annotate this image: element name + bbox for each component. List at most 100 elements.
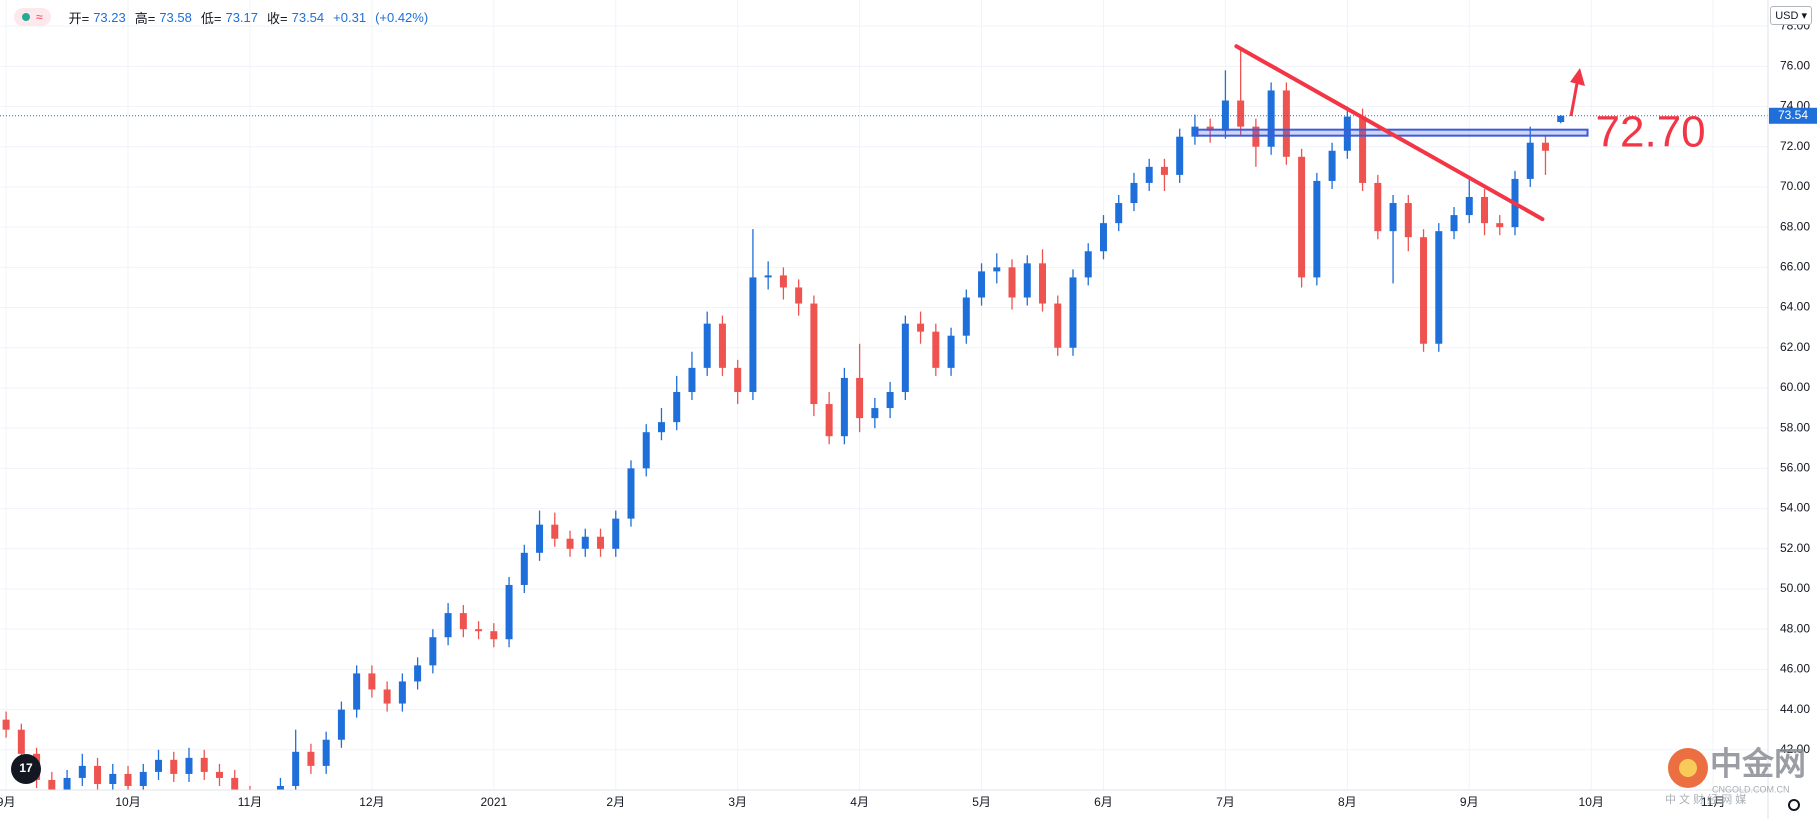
candle-body xyxy=(536,524,544,553)
candle-body xyxy=(1252,126,1260,147)
settings-icon[interactable] xyxy=(1788,799,1800,811)
x-tick-label: 12月 xyxy=(359,795,384,809)
y-tick-label: 50.00 xyxy=(1780,581,1810,595)
low-value: 73.17 xyxy=(225,9,259,25)
candle-body xyxy=(383,689,391,704)
level-label: 72.70 xyxy=(1596,107,1706,156)
last-price-tag xyxy=(1769,107,1817,124)
watermark-tagline: 中 文 财 经 网 媒 xyxy=(1665,792,1746,806)
candle-body xyxy=(1221,100,1229,131)
high-label: 高= xyxy=(134,10,156,26)
candle-body xyxy=(292,751,300,786)
y-tick-label: 70.00 xyxy=(1780,179,1810,193)
candle-body xyxy=(932,331,940,368)
candle-body xyxy=(1496,223,1504,228)
svg-text:17: 17 xyxy=(19,761,33,775)
candle-body xyxy=(703,323,711,368)
y-tick-label: 46.00 xyxy=(1780,662,1810,676)
candle-body xyxy=(779,275,787,288)
candle-body xyxy=(1084,251,1092,278)
candle-body xyxy=(1343,116,1351,151)
candle-body xyxy=(353,673,361,710)
arrow-head xyxy=(1570,68,1585,86)
x-tick-label: 2月 xyxy=(606,795,625,809)
candle-body xyxy=(78,765,86,778)
candle-body xyxy=(901,323,909,392)
candle-body xyxy=(17,729,25,754)
arrow-shaft xyxy=(1569,77,1580,117)
candle-body xyxy=(1526,142,1534,179)
candle-body xyxy=(1282,90,1290,157)
candle-body xyxy=(1008,267,1016,298)
candle-body xyxy=(1206,126,1214,131)
candle-body xyxy=(1481,196,1489,224)
y-tick-label: 42.00 xyxy=(1780,742,1810,756)
candle-body xyxy=(1389,203,1397,232)
candle-body xyxy=(581,536,589,549)
candle-body xyxy=(825,404,833,437)
candle-body xyxy=(1541,142,1549,151)
candle-body xyxy=(962,297,970,336)
candle-body xyxy=(1313,180,1321,278)
candle-body xyxy=(657,422,665,433)
trendline xyxy=(1234,44,1545,222)
currency-button[interactable]: USD ▾ xyxy=(1770,6,1812,25)
y-tick-label: 72.00 xyxy=(1780,139,1810,153)
symbol-pill[interactable]: ≈ xyxy=(14,8,51,26)
x-tick-label: 9月 xyxy=(1460,795,1479,809)
x-tick-label: 3月 xyxy=(728,795,747,809)
y-tick-label: 68.00 xyxy=(1780,219,1810,233)
watermark-site: CNGOLD.COM.CN xyxy=(1712,784,1790,794)
grid xyxy=(0,0,1768,790)
y-tick-label: 56.00 xyxy=(1780,461,1810,475)
y-tick-label: 54.00 xyxy=(1780,501,1810,515)
candle-body xyxy=(1099,223,1107,252)
candle-body xyxy=(1237,100,1245,127)
tv-logo: 17 xyxy=(11,754,41,784)
candle-body xyxy=(490,631,498,640)
candle-body xyxy=(48,779,56,790)
candle-body xyxy=(215,771,223,778)
y-tick-label: 58.00 xyxy=(1780,420,1810,434)
candle-body xyxy=(795,287,803,304)
x-tick-label: 5月 xyxy=(972,795,991,809)
candle-body xyxy=(155,759,163,772)
y-tick-label: 48.00 xyxy=(1780,621,1810,635)
candle-body xyxy=(262,810,269,818)
low-label: 低= xyxy=(200,10,222,26)
x-tick-label: 10月 xyxy=(115,795,140,809)
candle-body xyxy=(1023,263,1031,298)
x-tick-label: 2021 xyxy=(480,795,507,809)
open-value: 73.23 xyxy=(93,9,126,25)
candle-body xyxy=(810,303,818,405)
candle-body xyxy=(2,719,10,730)
candle-body xyxy=(1450,215,1458,232)
plot-area xyxy=(0,44,1768,818)
candle-body xyxy=(444,613,452,638)
candle-body xyxy=(947,335,955,368)
candle-body xyxy=(520,552,528,585)
candle-body xyxy=(505,584,513,640)
candle-body xyxy=(1465,196,1473,216)
x-tick-label: 9月 xyxy=(0,795,15,809)
candle-body xyxy=(917,323,925,332)
candle-body xyxy=(307,751,315,766)
candle-body xyxy=(566,538,574,549)
candle-body xyxy=(1435,231,1443,344)
candle-body xyxy=(978,271,986,298)
candle-body xyxy=(1069,277,1077,348)
candle-body xyxy=(1328,150,1336,181)
candle-body xyxy=(1160,166,1168,175)
candle-body xyxy=(871,408,879,419)
candle-body xyxy=(1298,156,1306,278)
candle-body xyxy=(1054,303,1062,348)
x-tick-label: 10月 xyxy=(1579,795,1604,809)
candle-body xyxy=(673,391,681,423)
legend-header: ≈ 开= 73.23 高= 73.58 低= 73.17 收= 73.54 +0.31 … xyxy=(14,6,433,28)
candle-body xyxy=(1267,90,1275,147)
candle-body xyxy=(627,468,635,519)
y-tick-label: 52.00 xyxy=(1780,541,1810,555)
watermark: 中金网 CNGOLD.COM.CN 中 文 财 经 网 媒 xyxy=(1665,745,1806,805)
candle-body xyxy=(139,771,147,786)
